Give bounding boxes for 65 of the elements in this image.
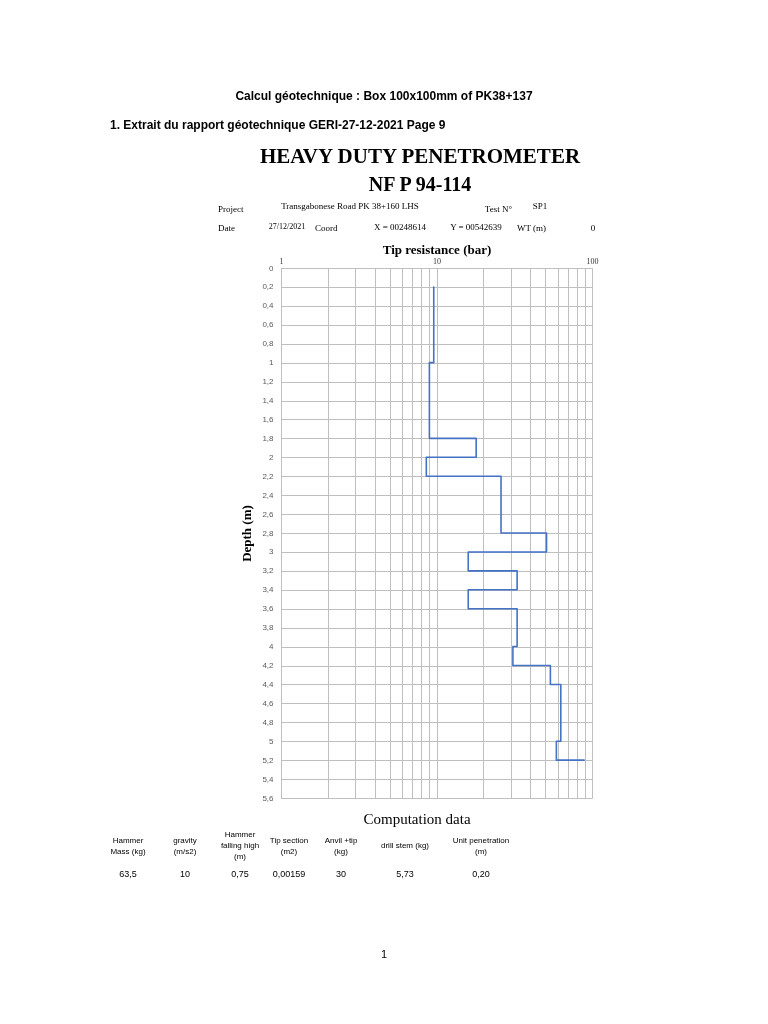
- y-tick-label: 2,6: [262, 509, 275, 519]
- text: Y = 00542639: [450, 222, 503, 232]
- text: 0,00159: [272, 869, 306, 879]
- y-tick-label: 3,8: [262, 623, 275, 633]
- y-tick-label: 3,4: [262, 585, 275, 595]
- y-tick-label: 4,2: [262, 661, 275, 670]
- text: Tip section (m2): [269, 835, 309, 856]
- y-tick-label: 4: [269, 642, 275, 652]
- y-tick-label: 4,6: [262, 698, 275, 708]
- y-tick-label: 0,4: [262, 301, 275, 311]
- x-axis-title: Tip resistance (bar): [382, 241, 492, 257]
- text: 1. Extrait du rapport géotechnique GERI-27-12-2021 Page 9: [110, 118, 446, 132]
- text: SP1: [532, 201, 548, 211]
- y-tick-label: 1: [269, 358, 275, 368]
- text: Calcul géotechnique : Box 100x100mm of PK38+137: [235, 89, 533, 103]
- text: gravity (m/s2): [173, 835, 197, 856]
- x-tick-label: 1: [279, 256, 284, 266]
- y-tick-label: 1,2: [262, 377, 275, 387]
- y-axis-title: Depth (m): [239, 505, 255, 562]
- y-tick-label: 2: [269, 452, 275, 462]
- text: 0,20: [472, 869, 490, 879]
- y-tick-label: 2,8: [262, 528, 275, 538]
- y-tick-label: 5,6: [262, 793, 275, 803]
- text: Coord: [315, 223, 338, 233]
- y-tick-label: 0,6: [262, 320, 275, 330]
- chart-subtitle: NF P 94-114: [368, 173, 472, 195]
- chart-title: HEAVY DUTY PENETROMETER: [259, 144, 581, 168]
- y-tick-label: 3: [269, 547, 275, 557]
- text: X = 00248614: [373, 222, 427, 232]
- text: 27/12/2021: [268, 222, 306, 231]
- y-tick-label: 2,2: [262, 471, 275, 481]
- y-tick-label: 3,2: [262, 566, 275, 576]
- text: Computation data: [363, 811, 471, 827]
- y-tick-label: 0,8: [262, 339, 275, 349]
- y-tick-label: 5,2: [262, 755, 275, 765]
- text: Project: [218, 204, 244, 214]
- text: Test N°: [484, 204, 513, 214]
- x-tick-label: 100: [586, 256, 599, 266]
- y-tick-label: 5,4: [262, 774, 275, 784]
- text: Hammer Mass (kg): [110, 835, 146, 856]
- y-tick-label: 0: [269, 263, 275, 273]
- x-tick-label: 10: [433, 256, 441, 266]
- y-tick-label: 4,8: [262, 717, 275, 727]
- y-tick-label: 3,6: [262, 604, 275, 614]
- text: WT (m): [517, 223, 547, 233]
- text: Unit penetration (m): [452, 835, 510, 856]
- y-tick-label: 4,4: [262, 679, 275, 689]
- text: 0: [590, 223, 596, 233]
- y-tick-label: 1,4: [262, 396, 275, 405]
- y-tick-label: 5: [269, 736, 275, 746]
- text: Date: [218, 223, 235, 233]
- text: 5,73: [396, 869, 414, 879]
- text: drill stem (kg): [380, 841, 430, 850]
- text: 1: [380, 948, 388, 960]
- text: Transgabonese Road PK 38+160 LHS: [281, 201, 419, 211]
- text: 63,5: [119, 869, 137, 879]
- text: 10: [179, 869, 191, 879]
- y-tick-label: 0,2: [262, 282, 275, 292]
- y-tick-label: 2,4: [262, 490, 275, 500]
- text: 0,75: [231, 869, 249, 879]
- text: Anvil +tip (kg): [324, 835, 358, 856]
- y-tick-label: 1,6: [262, 414, 275, 424]
- text: 30: [335, 869, 347, 879]
- y-tick-label: 1,8: [262, 433, 275, 443]
- text: Hammer falling high (m): [220, 830, 260, 861]
